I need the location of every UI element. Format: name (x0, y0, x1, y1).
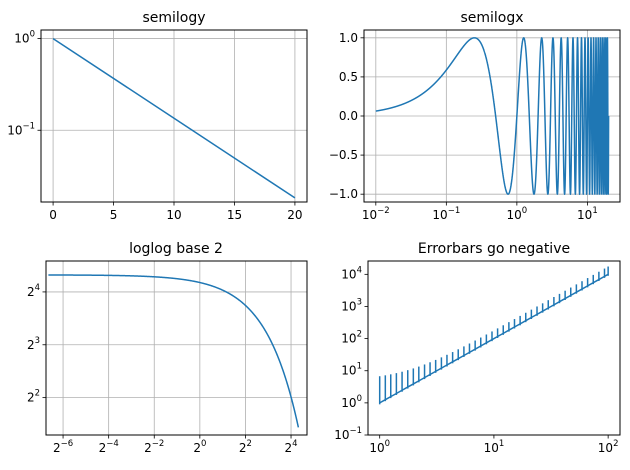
x-tick-label: 2−2 (144, 439, 164, 455)
y-tick-label: −1.0 (329, 187, 358, 201)
loglog-base2-title: loglog base 2 (129, 241, 223, 257)
series-line (379, 273, 609, 404)
y-tick-label: 1.0 (339, 31, 358, 45)
x-tick-label: 102 (598, 439, 619, 455)
series-line (48, 274, 300, 428)
y-tick-label: 0.5 (339, 70, 358, 84)
semilogy-plot: 0 5 10 15 20 100 10−1 semilogy (7, 10, 308, 222)
y-tick-label: 24 (27, 283, 40, 299)
y-tick-label: 103 (341, 297, 362, 313)
x-tick-label: 100 (369, 439, 390, 455)
x-tick-label: 2−6 (53, 439, 73, 455)
y-tick-label: 10−1 (7, 121, 35, 137)
x-tick-label: 24 (285, 439, 298, 455)
y-tick-label: −0.5 (329, 148, 358, 162)
y-tick-label: 102 (341, 330, 362, 346)
errorbars-title: Errorbars go negative (418, 241, 570, 257)
series-line (52, 37, 296, 199)
y-tick-label: 22 (27, 389, 40, 405)
semilogx-plot: 10−2 10−1 100 101 1.0 0.5 0.0 −0.5 −1.0 semilogx (329, 10, 621, 222)
x-tick-label: 0 (49, 208, 57, 222)
x-tick-label: 10−1 (432, 206, 460, 222)
x-tick-label: 10 (166, 208, 181, 222)
y-tick-label: 101 (341, 362, 362, 378)
x-tick-label: 20 (193, 439, 206, 455)
y-tick-label: 100 (341, 394, 362, 410)
x-tick-label: 101 (577, 206, 598, 222)
x-tick-label: 100 (507, 206, 528, 222)
series-line (375, 37, 610, 195)
x-tick-label: 15 (227, 208, 242, 222)
x-tick-label: 101 (484, 439, 505, 455)
semilogy-title: semilogy (142, 10, 205, 26)
y-tick-label: 23 (27, 336, 40, 352)
y-tick-label: 0.0 (339, 109, 358, 123)
semilogx-title: semilogx (460, 10, 523, 26)
x-tick-label: 10−2 (362, 206, 390, 222)
errorbars-plot: 100 101 102 104 103 102 101 100 10−1 Errorbars g… (334, 241, 621, 455)
x-tick-label: 2−4 (99, 439, 119, 455)
y-tick-label: 100 (14, 30, 35, 46)
loglog-base2-plot: 2−6 2−4 2−2 20 22 24 24 23 22 loglog base 2 (27, 241, 308, 455)
x-tick-label: 20 (287, 208, 302, 222)
loglog-base2-frame (45, 260, 308, 436)
y-tick-label: 10−1 (334, 426, 362, 442)
y-tick-label: 104 (341, 265, 362, 281)
x-tick-label: 5 (110, 208, 118, 222)
x-tick-label: 22 (239, 439, 252, 455)
